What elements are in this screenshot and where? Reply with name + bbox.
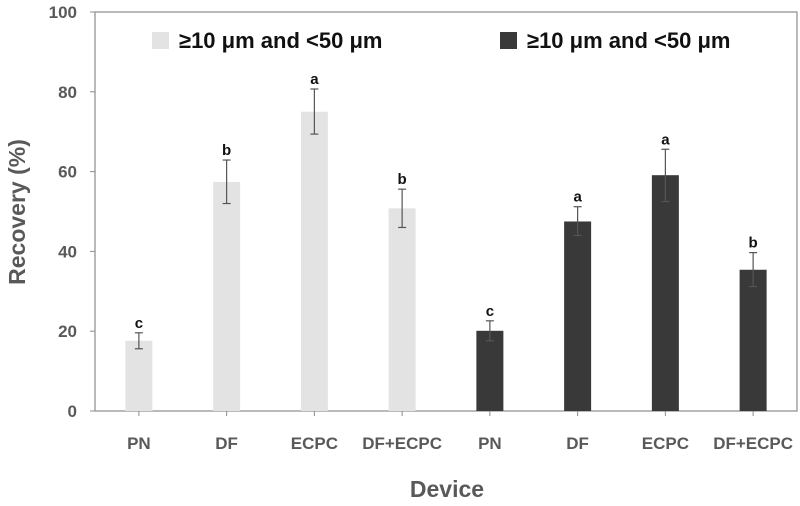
legend-label: ≥10 μm and <50 μm	[179, 28, 382, 53]
x-tick-label: DF	[566, 434, 589, 453]
bar	[476, 330, 504, 411]
significance-label: a	[573, 189, 582, 206]
y-tick-label: 100	[49, 3, 77, 22]
bar	[213, 181, 241, 411]
legend-swatch	[500, 32, 517, 49]
error-bar	[485, 320, 494, 342]
error-bar	[573, 206, 582, 237]
x-tick-label: PN	[478, 434, 502, 453]
y-axis-title: Recovery (%)	[4, 139, 30, 285]
bar	[125, 340, 153, 411]
bar	[564, 221, 592, 411]
legend-swatch	[152, 32, 169, 49]
bar	[300, 111, 328, 411]
plot-area	[94, 11, 798, 412]
legend-item: ≥10 μm and <50 μm	[152, 28, 382, 53]
x-tick-label: PN	[127, 434, 151, 453]
significance-label: c	[135, 315, 143, 332]
significance-label: a	[661, 131, 670, 148]
x-tick-label: ECPC	[642, 434, 689, 453]
error-bar	[310, 88, 319, 135]
legend-item: ≥10 μm and <50 μm	[500, 28, 730, 53]
y-tick-label: 20	[58, 322, 77, 341]
x-axis-title: Device	[410, 476, 484, 501]
bar	[388, 208, 416, 411]
y-tick-label: 80	[58, 83, 77, 102]
x-tick-label: DF	[215, 434, 238, 453]
y-tick-label: 0	[68, 402, 77, 421]
error-bar	[398, 188, 407, 229]
significance-label: b	[749, 235, 758, 252]
bar	[651, 175, 679, 411]
error-bar	[134, 332, 143, 350]
significance-label: c	[486, 303, 494, 320]
legend-label: ≥10 μm and <50 μm	[527, 28, 730, 53]
significance-label: a	[310, 71, 319, 88]
x-tick-label: ECPC	[291, 434, 338, 453]
error-bar	[749, 251, 758, 288]
y-tick-label: 60	[58, 163, 77, 182]
y-tick-label: 40	[58, 242, 77, 261]
x-tick-label: DF+ECPC	[362, 434, 442, 453]
bar	[739, 269, 767, 411]
significance-label: b	[398, 171, 407, 188]
error-bar	[222, 159, 231, 205]
error-bar	[661, 148, 670, 203]
significance-label: b	[222, 142, 231, 159]
x-tick-label: DF+ECPC	[713, 434, 793, 453]
